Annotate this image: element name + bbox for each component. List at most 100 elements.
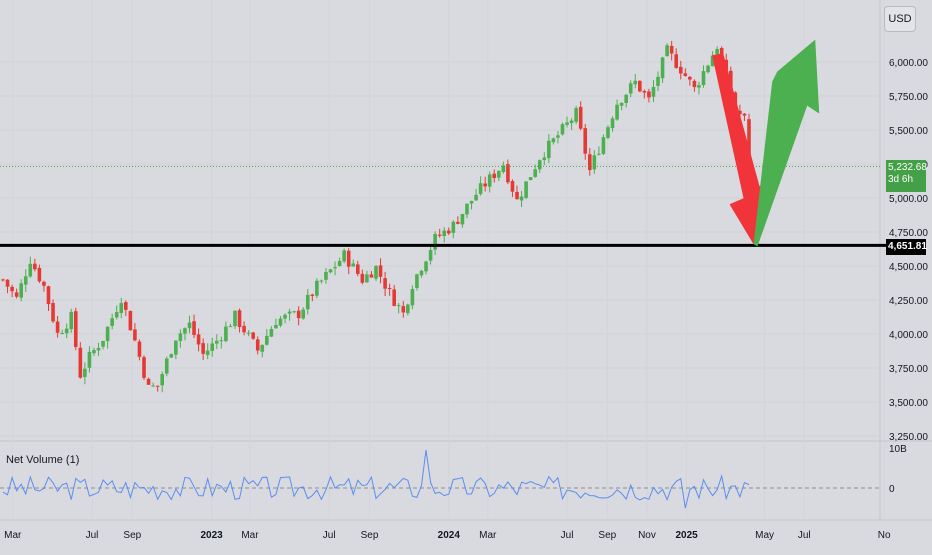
candle <box>214 334 219 350</box>
candle-body <box>160 374 165 386</box>
up-arrow-annotation <box>753 39 820 247</box>
candle <box>710 51 715 67</box>
time-tick-label: 2025 <box>675 530 698 541</box>
candle-body <box>46 286 51 305</box>
candle-body <box>597 153 601 155</box>
candle-body <box>342 250 346 262</box>
candle <box>651 80 656 103</box>
candle <box>742 112 747 121</box>
candle-body <box>187 322 192 329</box>
candle-body <box>5 279 10 287</box>
candle-body <box>506 164 510 183</box>
candle <box>205 343 210 360</box>
candle-body <box>64 328 69 334</box>
price-tick-label: 4,750.00 <box>889 228 928 239</box>
candle <box>642 89 647 99</box>
price-tick-label: 3,750.00 <box>889 364 928 375</box>
candle-body <box>442 230 447 237</box>
candle-body <box>42 281 46 286</box>
candle-body <box>569 120 574 124</box>
candle <box>533 164 537 178</box>
support-level-label: 4,651.81 <box>886 239 927 255</box>
candle-body <box>437 234 442 236</box>
candle-body <box>474 194 478 201</box>
candle <box>346 248 351 275</box>
candle-body <box>228 326 233 328</box>
candle <box>619 102 624 111</box>
candle-body <box>710 55 715 67</box>
candle <box>406 303 410 316</box>
candle-body <box>210 343 215 351</box>
candle <box>510 179 515 198</box>
candle <box>301 307 306 320</box>
candle <box>678 60 683 80</box>
candle-body <box>660 57 665 79</box>
candle-body <box>492 173 497 179</box>
candle-body <box>105 326 110 342</box>
candle <box>69 308 74 333</box>
candle <box>501 161 506 174</box>
candle <box>660 56 665 83</box>
candle-body <box>292 311 296 313</box>
candle-body <box>519 196 524 201</box>
candle <box>137 339 142 361</box>
volume-tick-label: 10B <box>889 444 907 455</box>
candle <box>319 279 324 284</box>
candle <box>242 321 246 336</box>
candle-body <box>497 170 501 178</box>
candle <box>73 307 78 351</box>
candle <box>451 220 456 239</box>
candle-body <box>547 140 551 159</box>
candle <box>374 265 378 281</box>
candle <box>210 337 215 357</box>
candle <box>688 75 692 86</box>
candle <box>683 68 688 77</box>
candle-body <box>633 80 638 85</box>
candle-body <box>433 234 437 250</box>
candle-body <box>501 165 506 172</box>
candle-body <box>69 312 74 330</box>
candle <box>569 118 574 131</box>
candle-body <box>556 135 560 138</box>
candle-body <box>624 94 628 103</box>
time-tick-label: Nov <box>638 530 656 541</box>
candle <box>433 231 437 256</box>
candle-body <box>346 250 351 267</box>
candle-body <box>337 260 342 267</box>
candle-body <box>578 106 583 129</box>
time-tick-label: Sep <box>123 530 141 541</box>
candle-body <box>424 261 428 272</box>
candle <box>592 150 597 174</box>
time-tick-label: No <box>878 530 891 541</box>
candle <box>669 40 674 61</box>
candle-body <box>269 329 274 337</box>
candle-body <box>328 269 333 273</box>
candle-body <box>628 83 633 94</box>
candle-body <box>133 329 137 341</box>
candle-body <box>28 263 33 277</box>
candle-body <box>310 294 315 296</box>
candle-body <box>619 102 624 106</box>
candle-body <box>287 311 292 314</box>
candle <box>101 340 105 350</box>
currency-button[interactable]: USD <box>884 6 916 32</box>
candle <box>128 310 133 331</box>
candle-body <box>528 177 533 181</box>
candle <box>265 329 269 346</box>
candle <box>542 152 547 166</box>
candle-body <box>651 86 656 97</box>
candle <box>410 285 415 310</box>
candle <box>460 213 465 228</box>
candle <box>96 342 101 356</box>
candle-body <box>214 340 219 344</box>
candle <box>1 278 5 282</box>
candle <box>5 279 10 294</box>
candle-body <box>587 154 592 171</box>
candle <box>228 323 233 328</box>
candle-body <box>324 271 328 280</box>
candle <box>706 64 710 74</box>
candle-body <box>606 127 610 138</box>
candle-body <box>19 283 23 298</box>
